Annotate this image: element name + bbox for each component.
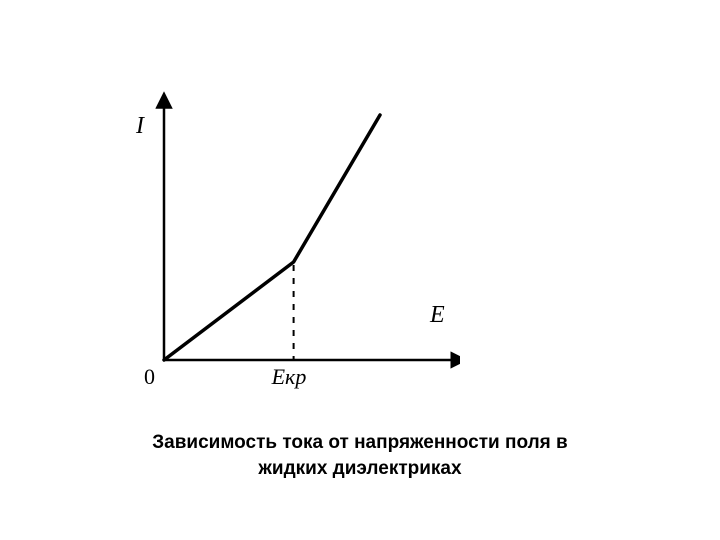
chart-caption: Зависимость тока от напряженности поля в…	[0, 430, 720, 481]
y-axis-label: I	[135, 113, 145, 139]
chart-area: I E 0 Екр	[130, 90, 460, 390]
chart-svg: I E 0 Екр	[130, 90, 460, 410]
caption-line-2: жидких диэлектриках	[258, 458, 461, 479]
iv-curve	[164, 115, 380, 360]
caption-line-1: Зависимость тока от напряженности поля в	[152, 432, 567, 453]
x-tick-critical: Екр	[271, 364, 307, 389]
x-axis-label: E	[429, 302, 445, 328]
origin-label: 0	[144, 364, 155, 389]
